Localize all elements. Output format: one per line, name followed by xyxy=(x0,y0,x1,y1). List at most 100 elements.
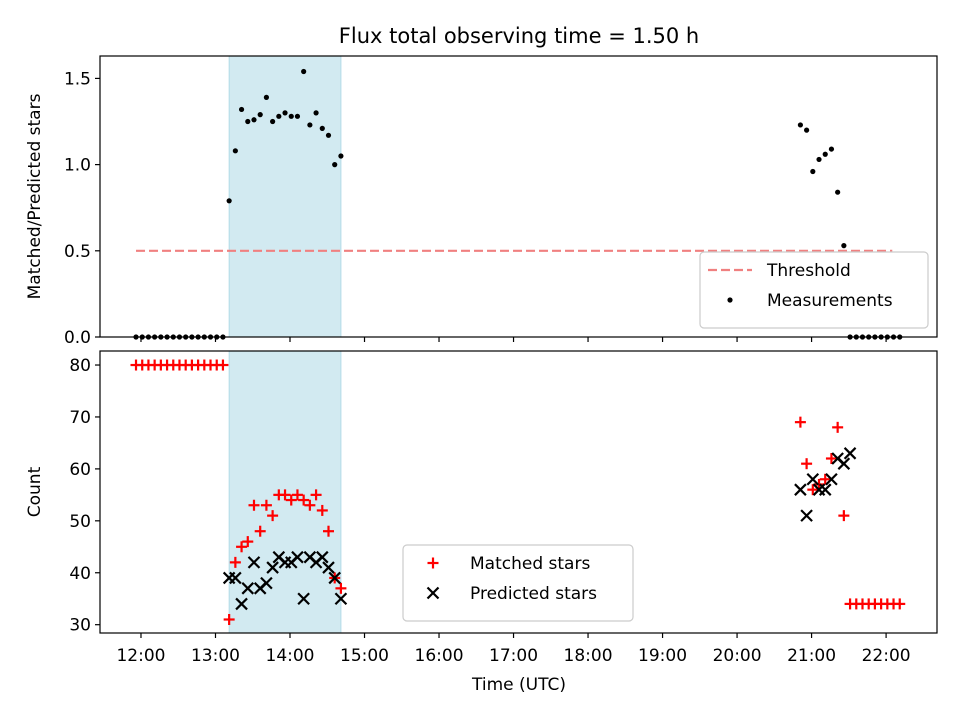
data-point xyxy=(810,168,816,175)
top-plot-frame xyxy=(99,55,938,338)
data-point xyxy=(310,489,322,501)
x-tick-label: 13:00 xyxy=(191,646,240,666)
x-tick-label: 20:00 xyxy=(713,646,762,666)
data-point xyxy=(223,613,235,625)
legend-label: Predicted stars xyxy=(470,584,597,604)
legend-label: Threshold xyxy=(766,261,851,281)
data-point xyxy=(794,416,806,428)
data-point xyxy=(285,494,297,506)
x-axis-label: Time (UTC) xyxy=(471,675,566,695)
data-point xyxy=(217,359,229,371)
data-point xyxy=(298,494,310,506)
chart-title: Flux total observing time = 1.50 h xyxy=(339,24,699,48)
data-point xyxy=(238,106,245,113)
top-series-measurements xyxy=(133,68,903,340)
x-tick-label: 12:00 xyxy=(116,646,165,666)
data-point xyxy=(828,146,835,152)
data-point xyxy=(301,68,307,75)
data-point xyxy=(335,582,347,594)
data-point xyxy=(232,148,238,154)
bottom-series-predicted-stars xyxy=(222,447,857,611)
bottom-plot-frame xyxy=(99,350,938,634)
data-point xyxy=(251,117,257,123)
data-point xyxy=(835,189,841,195)
data-point xyxy=(245,118,251,125)
data-point xyxy=(837,457,851,470)
bottom-y-axis-label: Count xyxy=(25,466,45,517)
x-tick-label: 18:00 xyxy=(564,646,613,666)
data-point xyxy=(806,472,820,486)
data-point xyxy=(241,582,255,595)
data-point xyxy=(328,571,341,585)
data-point xyxy=(263,94,270,100)
data-point xyxy=(235,597,248,611)
data-point xyxy=(819,473,831,485)
data-point xyxy=(260,576,273,590)
data-point xyxy=(297,592,310,606)
y-tick-label: 30 xyxy=(69,616,91,636)
y-tick-label: 50 xyxy=(69,512,91,532)
x-tick-label: 15:00 xyxy=(340,646,389,666)
data-point xyxy=(804,127,810,133)
data-point xyxy=(843,447,857,460)
top-shaded-interval xyxy=(228,55,342,338)
data-point xyxy=(816,156,822,163)
bottom-series-matched-stars xyxy=(130,359,906,625)
data-point xyxy=(334,592,348,606)
data-point xyxy=(304,499,316,511)
data-point xyxy=(332,162,338,168)
data-point xyxy=(322,525,334,537)
y-tick-label: 40 xyxy=(69,564,91,584)
data-point xyxy=(825,472,838,486)
x-tick-label: 21:00 xyxy=(787,646,836,666)
legend-label: Measurements xyxy=(767,291,893,311)
y-tick-label: 1.5 xyxy=(64,69,91,89)
data-point xyxy=(248,499,260,511)
data-point xyxy=(313,110,319,116)
bottom-legend: Matched stars Predicted stars xyxy=(402,544,634,622)
y-tick-label: 60 xyxy=(69,460,91,480)
top-y-axis-label: Matched/Predicted stars xyxy=(25,93,45,299)
legend-swatch xyxy=(727,297,733,303)
legend-swatch xyxy=(426,586,440,600)
data-point xyxy=(242,536,254,548)
data-point xyxy=(291,489,303,501)
bottom-panel: 30 40 50 60 70 80 12:00 13:00 14:00 15:00 16:00 17:… xyxy=(25,350,938,666)
data-point xyxy=(236,541,248,553)
data-point xyxy=(841,243,847,249)
data-point xyxy=(291,550,304,564)
data-point xyxy=(322,561,335,574)
data-point xyxy=(325,132,332,138)
data-point xyxy=(260,499,272,511)
data-point xyxy=(316,550,329,564)
data-point xyxy=(226,198,232,204)
data-point xyxy=(282,110,288,116)
data-point xyxy=(800,509,813,522)
legend-box xyxy=(402,544,634,622)
data-point xyxy=(266,561,279,574)
data-point xyxy=(797,122,803,128)
y-tick-label: 70 xyxy=(69,408,91,428)
y-tick-label: 0.0 xyxy=(64,328,91,348)
data-point xyxy=(838,510,850,522)
data-point xyxy=(276,113,282,119)
data-point xyxy=(257,112,263,118)
x-tick-label: 19:00 xyxy=(638,646,687,666)
data-point xyxy=(307,122,313,128)
top-legend: Threshold Measurements xyxy=(699,251,929,329)
data-point xyxy=(316,504,328,516)
legend-box xyxy=(699,251,929,329)
data-point xyxy=(270,118,276,125)
data-point xyxy=(807,484,819,496)
data-point xyxy=(818,483,832,496)
data-point xyxy=(288,113,294,119)
data-point xyxy=(832,421,844,433)
y-tick-label: 0.5 xyxy=(64,242,91,262)
data-point xyxy=(229,571,242,585)
data-point xyxy=(825,453,837,465)
data-point xyxy=(822,151,828,157)
legend-swatch xyxy=(427,557,439,569)
y-tick-label: 1.0 xyxy=(64,156,91,176)
y-tick-label: 80 xyxy=(69,356,91,376)
